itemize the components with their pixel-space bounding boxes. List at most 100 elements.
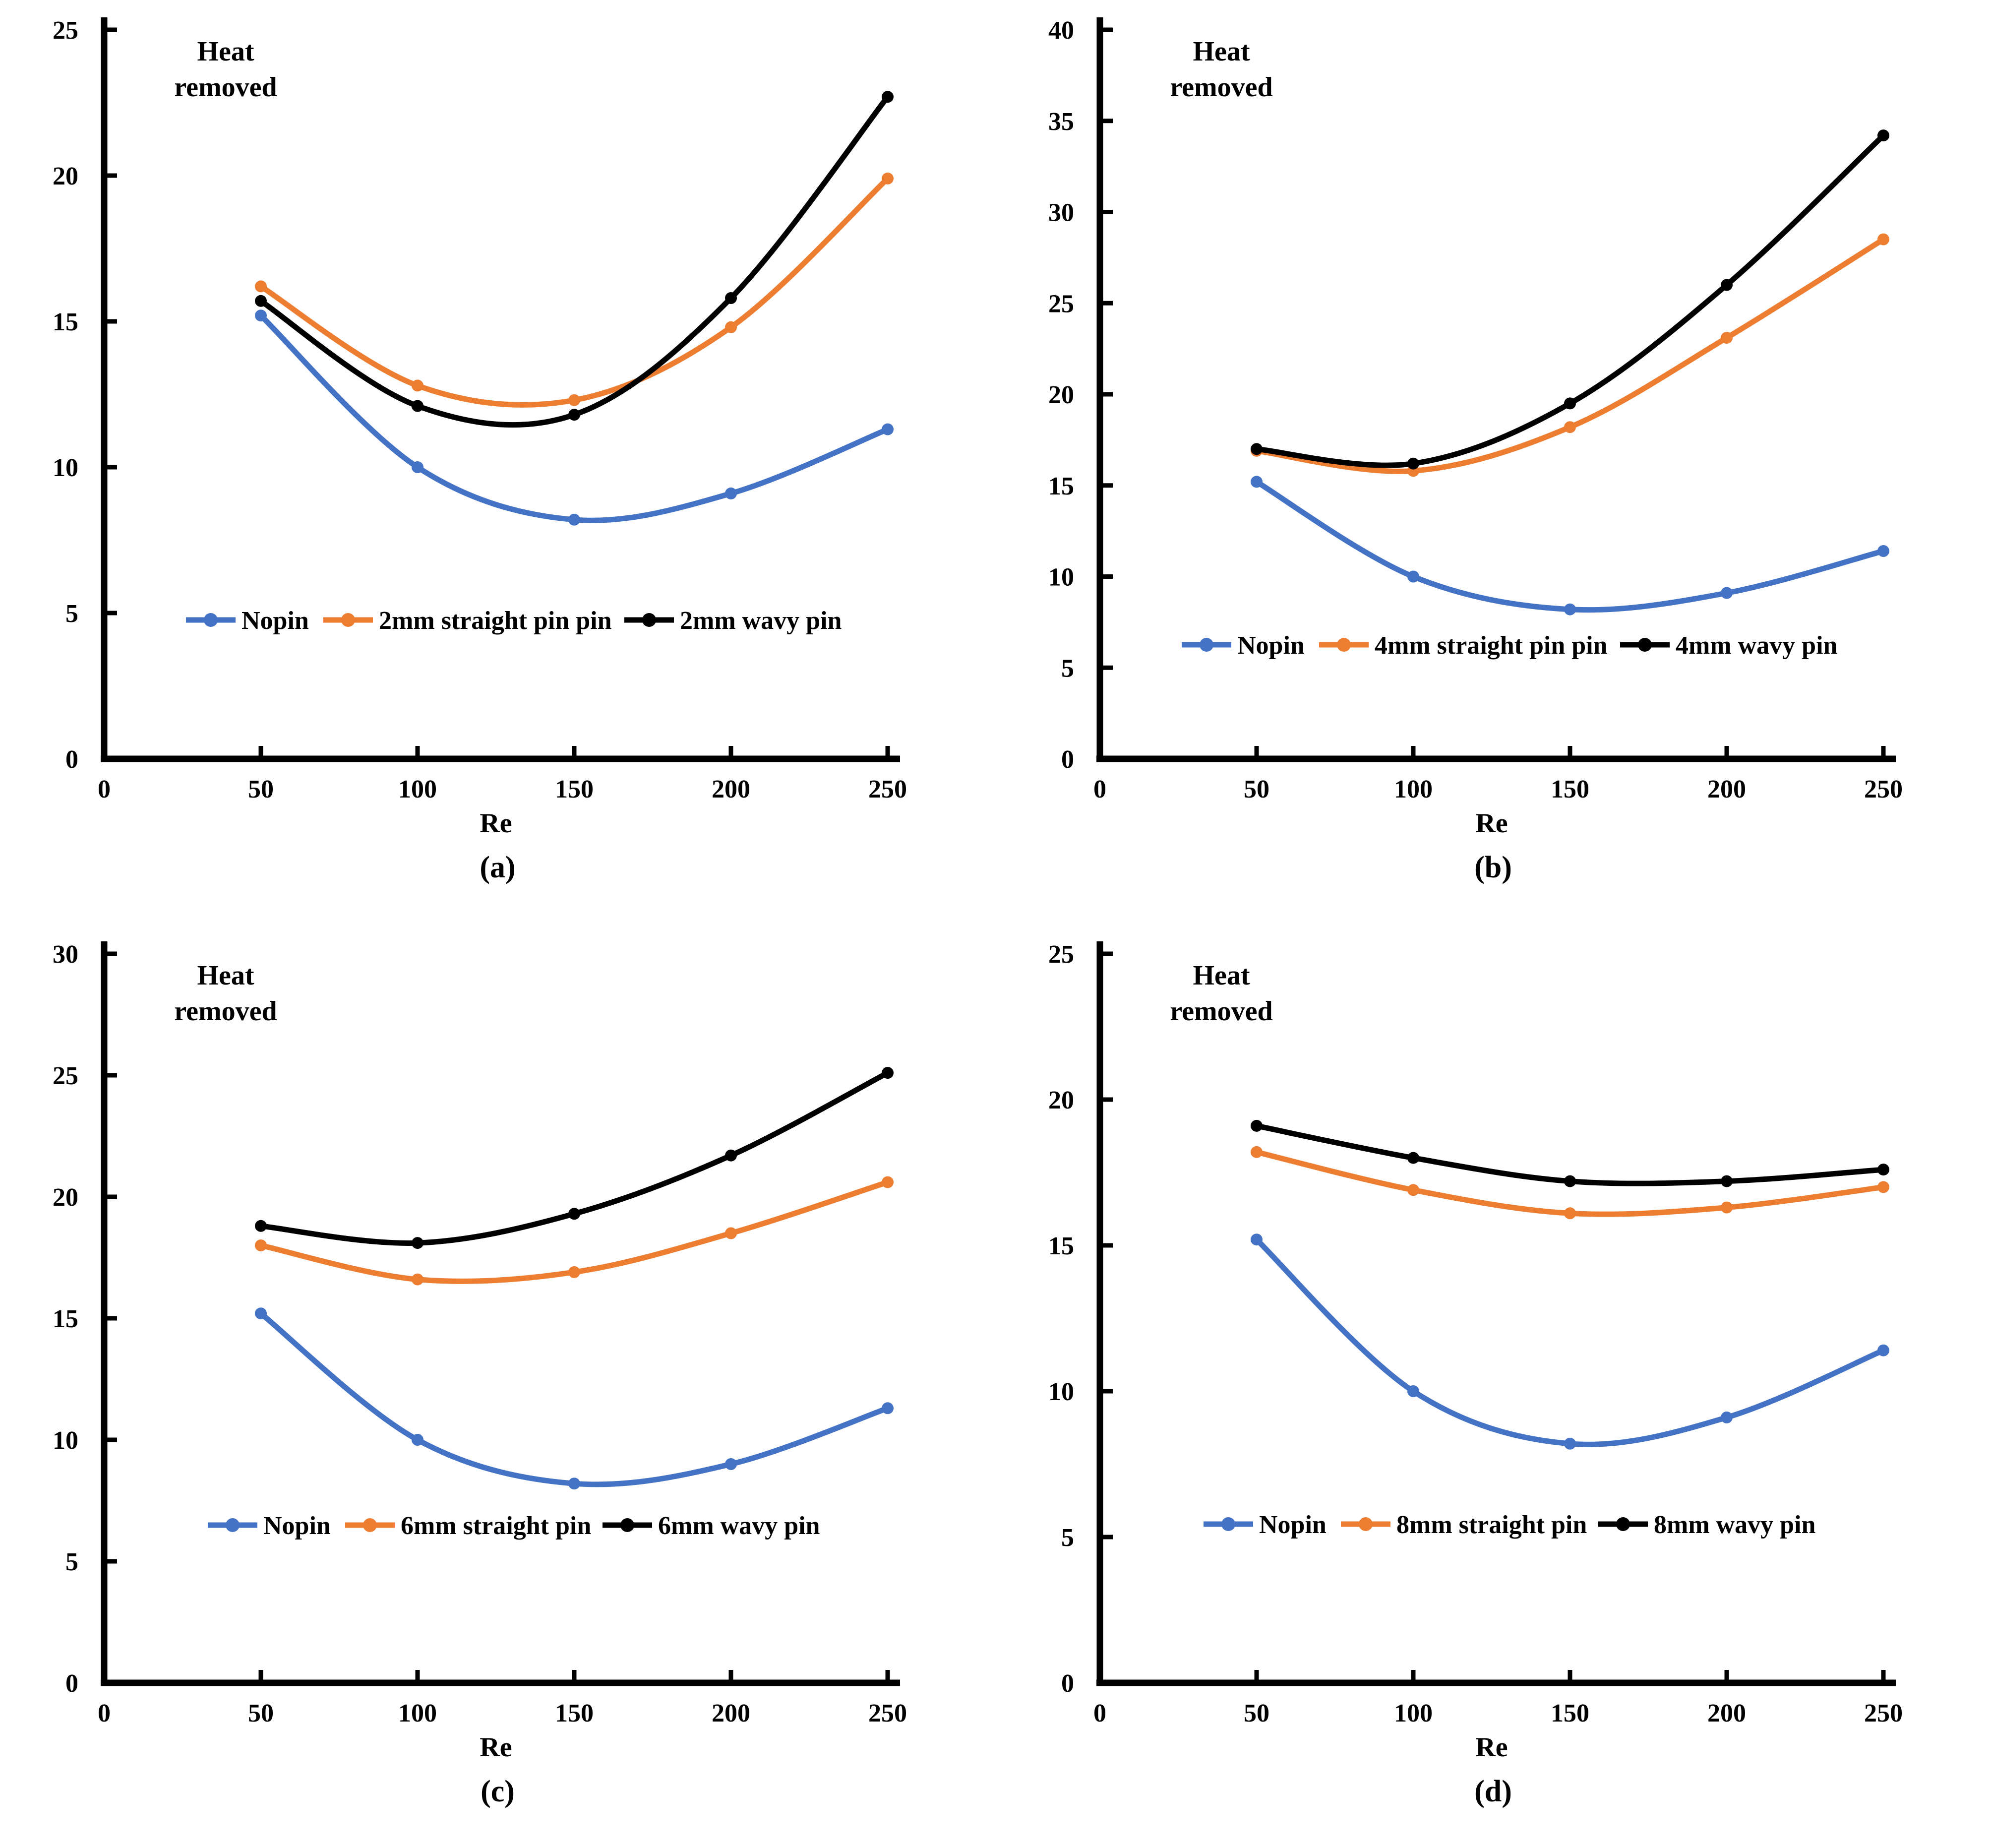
- legend-item-4mm-straight-pin-pin: 4mm straight pin pin: [1319, 631, 1608, 660]
- data-point-6mm-straight-pin: [568, 1266, 580, 1278]
- y-tick-label: 10: [53, 1426, 78, 1455]
- legend-label: 8mm straight pin: [1396, 1511, 1587, 1539]
- y-axis-title: removed: [174, 72, 277, 103]
- panel-c: 0 5 10 15 20 25 30 0 50 100 150 200 250 Heat removed Re…: [0, 924, 995, 1848]
- x-tick-label: 150: [1551, 775, 1589, 803]
- data-point-4mm-straight-pin-pin: [1720, 332, 1733, 344]
- legend-label: 2mm wavy pin: [680, 607, 842, 635]
- y-tick-label: 25: [1048, 940, 1074, 969]
- x-tick-label: 100: [1394, 1699, 1433, 1727]
- y-axis-title: Heat: [1193, 960, 1250, 991]
- legend-item-2mm-straight-pin-pin: 2mm straight pin pin: [323, 607, 612, 635]
- caption-a: (a): [480, 851, 516, 884]
- legend-marker: [341, 613, 355, 627]
- legend-label: Nopin: [1259, 1511, 1327, 1539]
- y-tick-label: 20: [1048, 381, 1074, 409]
- y-tick-label: 5: [1061, 654, 1074, 682]
- y-tick-label: 0: [1061, 1669, 1074, 1698]
- data-point-4mm-wavy-pin: [1877, 129, 1889, 142]
- data-point-2mm-wavy-pin: [725, 292, 737, 304]
- y-tick-label: 20: [53, 162, 78, 190]
- y-tick-label: 30: [1048, 199, 1074, 227]
- legend-marker: [1616, 1517, 1630, 1531]
- legend-label: 8mm wavy pin: [1654, 1511, 1816, 1539]
- legend-label: 2mm straight pin pin: [379, 607, 612, 635]
- legend-marker: [1637, 638, 1652, 652]
- data-point-nopin: [255, 309, 267, 322]
- data-point-4mm-straight-pin-pin: [1564, 421, 1576, 433]
- y-tick-label: 10: [53, 454, 78, 482]
- x-tick-label: 200: [1707, 1699, 1746, 1727]
- x-axis-title: Re: [1475, 1732, 1508, 1763]
- legend-label: 6mm straight pin: [401, 1512, 591, 1540]
- series-line-nopin: [1254, 1236, 1886, 1447]
- chart-a: 0 5 10 15 20 25 0 50 100 150 200 250 Heat removed Re No…: [0, 0, 995, 843]
- data-point-4mm-wavy-pin: [1720, 279, 1733, 291]
- data-point-nopin: [412, 461, 423, 473]
- legend-marker: [1336, 638, 1351, 652]
- legend-marker: [1358, 1517, 1373, 1531]
- data-point-6mm-straight-pin: [725, 1227, 737, 1239]
- x-tick-label: 150: [1551, 1699, 1589, 1727]
- legend-item-2mm-wavy-pin: 2mm wavy pin: [624, 607, 842, 635]
- x-tick-label: 150: [555, 1699, 594, 1727]
- chart-b: 0 5 10 15 20 25 30 35 40 0 50 100 150 200 250 Heat remov…: [996, 0, 1991, 843]
- series-line-4mm-straight-pin-pin: [1254, 237, 1886, 474]
- series-line-4mm-wavy-pin: [1254, 132, 1886, 468]
- y-tick-label: 20: [1048, 1086, 1074, 1114]
- data-point-6mm-wavy-pin: [725, 1149, 737, 1162]
- x-tick-label: 0: [98, 1699, 111, 1727]
- data-point-8mm-straight-pin: [1564, 1207, 1576, 1220]
- y-tick-label: 40: [1048, 16, 1074, 45]
- legend-item-8mm-straight-pin: 8mm straight pin: [1340, 1511, 1587, 1539]
- data-point-nopin: [1564, 603, 1576, 616]
- y-axis-title: Heat: [1193, 36, 1250, 67]
- series-line-nopin: [258, 1310, 891, 1487]
- x-tick-label: 250: [1864, 1699, 1903, 1727]
- panel-d: 0 5 10 15 20 25 0 50 100 150 200 250 Heat removed Re No…: [996, 924, 1991, 1848]
- panel-a: 0 5 10 15 20 25 0 50 100 150 200 250 Heat removed Re No…: [0, 0, 995, 924]
- y-axis-title: removed: [174, 996, 277, 1027]
- legend-item-6mm-straight-pin: 6mm straight pin: [345, 1512, 591, 1540]
- data-point-6mm-wavy-pin: [412, 1237, 423, 1249]
- data-point-8mm-wavy-pin: [1877, 1164, 1889, 1176]
- chart-svg-c: 0 5 10 15 20 25 30 0 50 100 150 200 250 Heat removed Re…: [53, 940, 907, 1763]
- caption-b: (b): [1474, 851, 1512, 884]
- data-point-8mm-straight-pin: [1407, 1184, 1419, 1196]
- data-point-nopin: [1720, 1411, 1733, 1423]
- data-point-8mm-wavy-pin: [1407, 1152, 1419, 1164]
- data-point-nopin: [568, 513, 580, 526]
- data-point-2mm-straight-pin-pin: [882, 172, 894, 185]
- x-tick-label: 250: [868, 1699, 907, 1727]
- x-tick-label: 50: [248, 775, 274, 803]
- data-point-4mm-wavy-pin: [1564, 397, 1576, 410]
- y-tick-label: 0: [65, 745, 78, 774]
- legend-item-4mm-wavy-pin: 4mm wavy pin: [1620, 631, 1837, 660]
- data-point-8mm-wavy-pin: [1720, 1175, 1733, 1187]
- x-tick-label: 100: [398, 775, 437, 803]
- legend-item-nopin: Nopin: [208, 1512, 331, 1540]
- y-tick-label: 10: [1048, 1378, 1074, 1406]
- legend-label: 4mm straight pin pin: [1375, 631, 1608, 660]
- legend-marker: [1199, 638, 1213, 652]
- data-point-2mm-wavy-pin: [255, 295, 267, 307]
- data-point-8mm-wavy-pin: [1250, 1119, 1263, 1132]
- x-tick-label: 0: [1093, 775, 1106, 803]
- y-tick-label: 15: [53, 1305, 78, 1333]
- x-tick-label: 50: [248, 1699, 274, 1727]
- legend-item-8mm-wavy-pin: 8mm wavy pin: [1598, 1511, 1816, 1539]
- y-tick-label: 0: [65, 1669, 78, 1698]
- legend-item-nopin: Nopin: [1203, 1511, 1327, 1539]
- legend-marker: [363, 1518, 377, 1532]
- y-tick-label: 35: [1048, 108, 1074, 136]
- data-point-8mm-wavy-pin: [1564, 1175, 1576, 1187]
- legend-label: Nopin: [241, 607, 309, 635]
- y-tick-label: 5: [65, 1548, 78, 1576]
- y-tick-label: 5: [1061, 1524, 1074, 1552]
- legend-marker: [642, 613, 656, 627]
- data-point-nopin: [255, 1307, 267, 1320]
- x-axis-title: Re: [1475, 808, 1508, 839]
- y-tick-label: 15: [1048, 472, 1074, 500]
